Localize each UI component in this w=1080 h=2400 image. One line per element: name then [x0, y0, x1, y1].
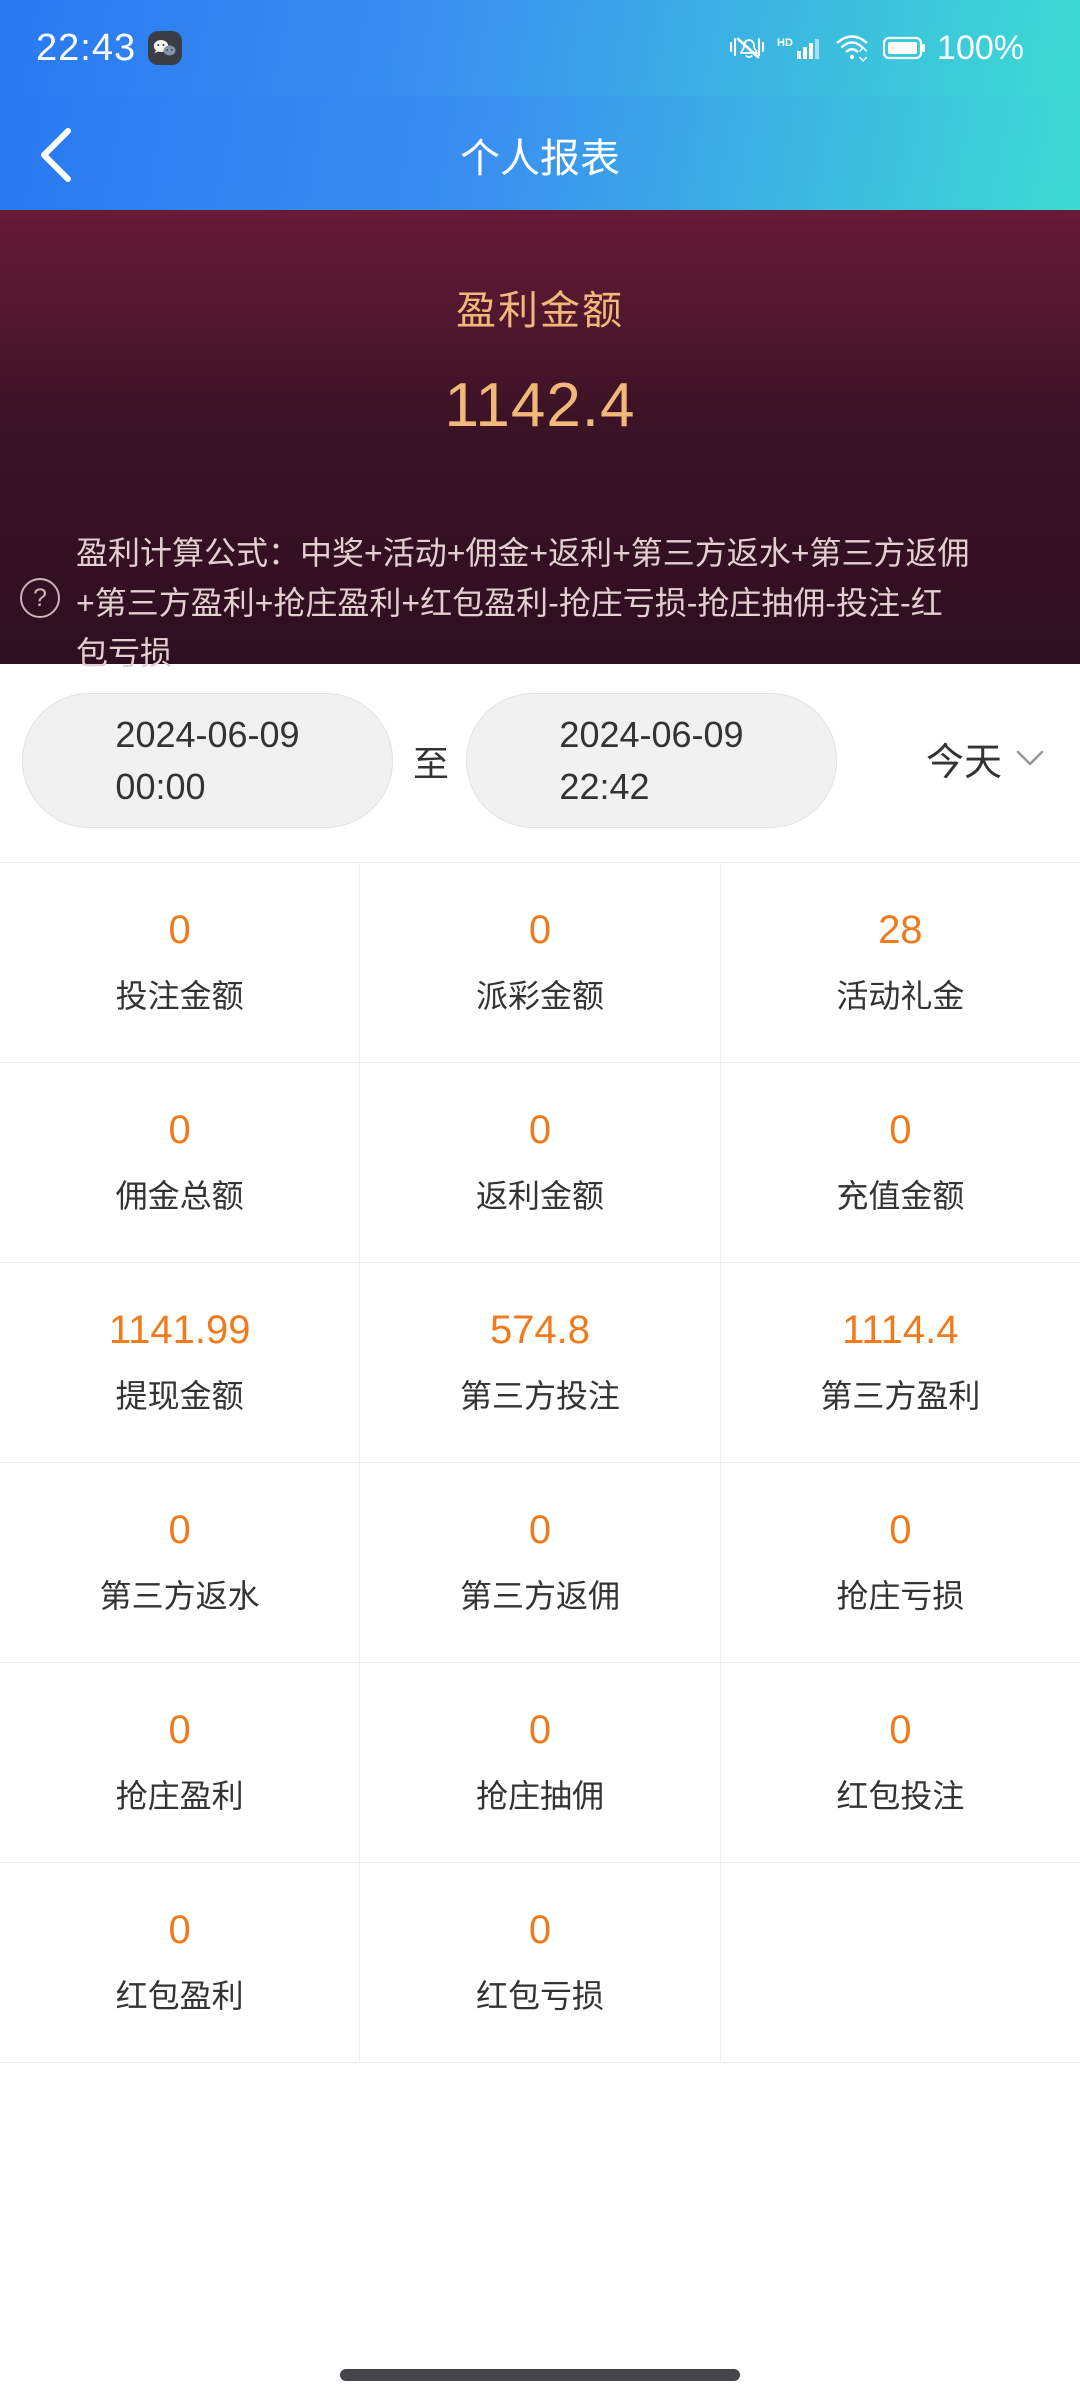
svg-text:HD: HD	[777, 37, 793, 49]
